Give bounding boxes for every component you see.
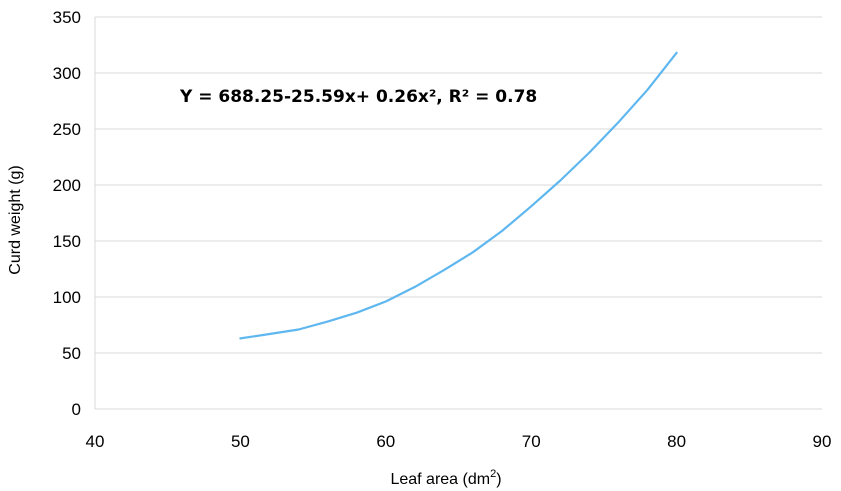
x-tick-label: 80 [667, 432, 686, 451]
x-tick-labels: 40 50 60 70 80 90 [86, 432, 832, 451]
x-axis-title-superscript: 2 [490, 468, 496, 480]
x-tick-label: 70 [522, 432, 541, 451]
x-axis-title-suffix: ) [496, 471, 501, 488]
x-tick-label: 90 [813, 432, 832, 451]
y-tick-label: 300 [53, 64, 81, 83]
y-tick-labels: 0 50 100 150 200 250 300 350 [53, 8, 81, 419]
x-axis-title-text: Leaf area (dm [390, 471, 490, 488]
y-tick-label: 50 [62, 344, 81, 363]
y-axis-title: Curd weight (g) [7, 165, 24, 274]
x-tick-label: 40 [86, 432, 105, 451]
x-tick-label: 50 [231, 432, 250, 451]
y-tick-label: 150 [53, 232, 81, 251]
y-tick-label: 350 [53, 8, 81, 27]
y-tick-label: 250 [53, 120, 81, 139]
x-tick-label: 60 [376, 432, 395, 451]
series-line [239, 51, 678, 340]
grid-lines [95, 16, 822, 354]
y-tick-label: 200 [53, 176, 81, 195]
regression-equation: Y = 688.25-25.59x+ 0.26x², R² = 0.78 [179, 87, 537, 107]
x-axis-title: Leaf area (dm2) [390, 468, 501, 488]
y-tick-label: 100 [53, 288, 81, 307]
series-group [239, 51, 678, 340]
y-tick-label: 0 [72, 400, 81, 419]
